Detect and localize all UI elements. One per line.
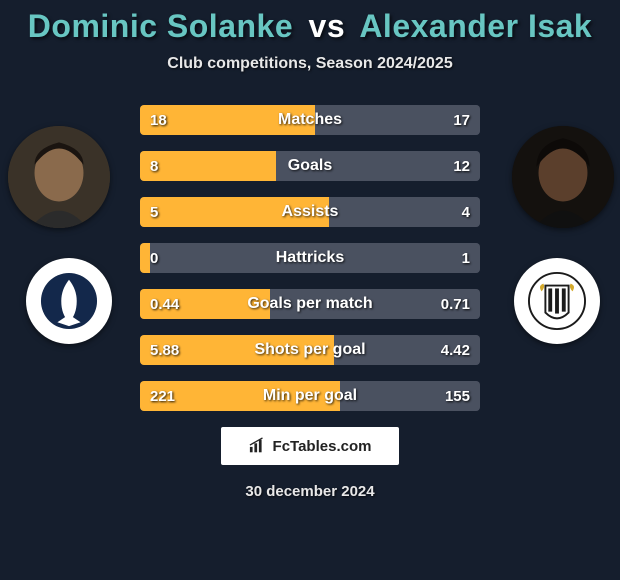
stat-row: 54Assists [140, 197, 480, 227]
stat-bar-left [140, 289, 270, 319]
stat-bar-left [140, 381, 340, 411]
site-logo: FcTables.com [221, 427, 399, 465]
stat-bar-right [334, 335, 480, 365]
stat-bar-right [340, 381, 480, 411]
stat-bar-left [140, 243, 150, 273]
player2-face-icon [512, 126, 614, 228]
date-text: 30 december 2024 [0, 483, 620, 500]
stat-row: 221155Min per goal [140, 381, 480, 411]
stat-bar-right [315, 105, 480, 135]
player1-club-crest [26, 258, 112, 344]
stat-bar-left [140, 105, 315, 135]
player1-avatar [8, 126, 110, 228]
stat-bar-left [140, 151, 276, 181]
player2-club-crest [514, 258, 600, 344]
stat-bar-right [150, 243, 480, 273]
spurs-crest-icon [40, 272, 98, 330]
player2-name: Alexander Isak [359, 8, 592, 44]
vs-text: vs [309, 8, 346, 44]
site-logo-text: FcTables.com [273, 438, 372, 455]
comparison-title: Dominic Solanke vs Alexander Isak [0, 0, 620, 45]
stat-row: 1817Matches [140, 105, 480, 135]
stat-row: 01Hattricks [140, 243, 480, 273]
newcastle-crest-icon [528, 272, 586, 330]
player1-face-icon [8, 126, 110, 228]
stats-bars: 1817Matches 812Goals 54Assists 01Hattricks 0… [140, 105, 480, 411]
bars-icon [249, 437, 267, 455]
stat-row: 812Goals [140, 151, 480, 181]
stat-bar-right [270, 289, 480, 319]
player2-avatar [512, 126, 614, 228]
stat-bar-right [329, 197, 480, 227]
player1-name: Dominic Solanke [28, 8, 293, 44]
stat-bar-left [140, 335, 334, 365]
stat-bar-right [276, 151, 480, 181]
stat-bar-left [140, 197, 329, 227]
subtitle: Club competitions, Season 2024/2025 [0, 55, 620, 73]
stat-row: 5.884.42Shots per goal [140, 335, 480, 365]
stat-row: 0.440.71Goals per match [140, 289, 480, 319]
